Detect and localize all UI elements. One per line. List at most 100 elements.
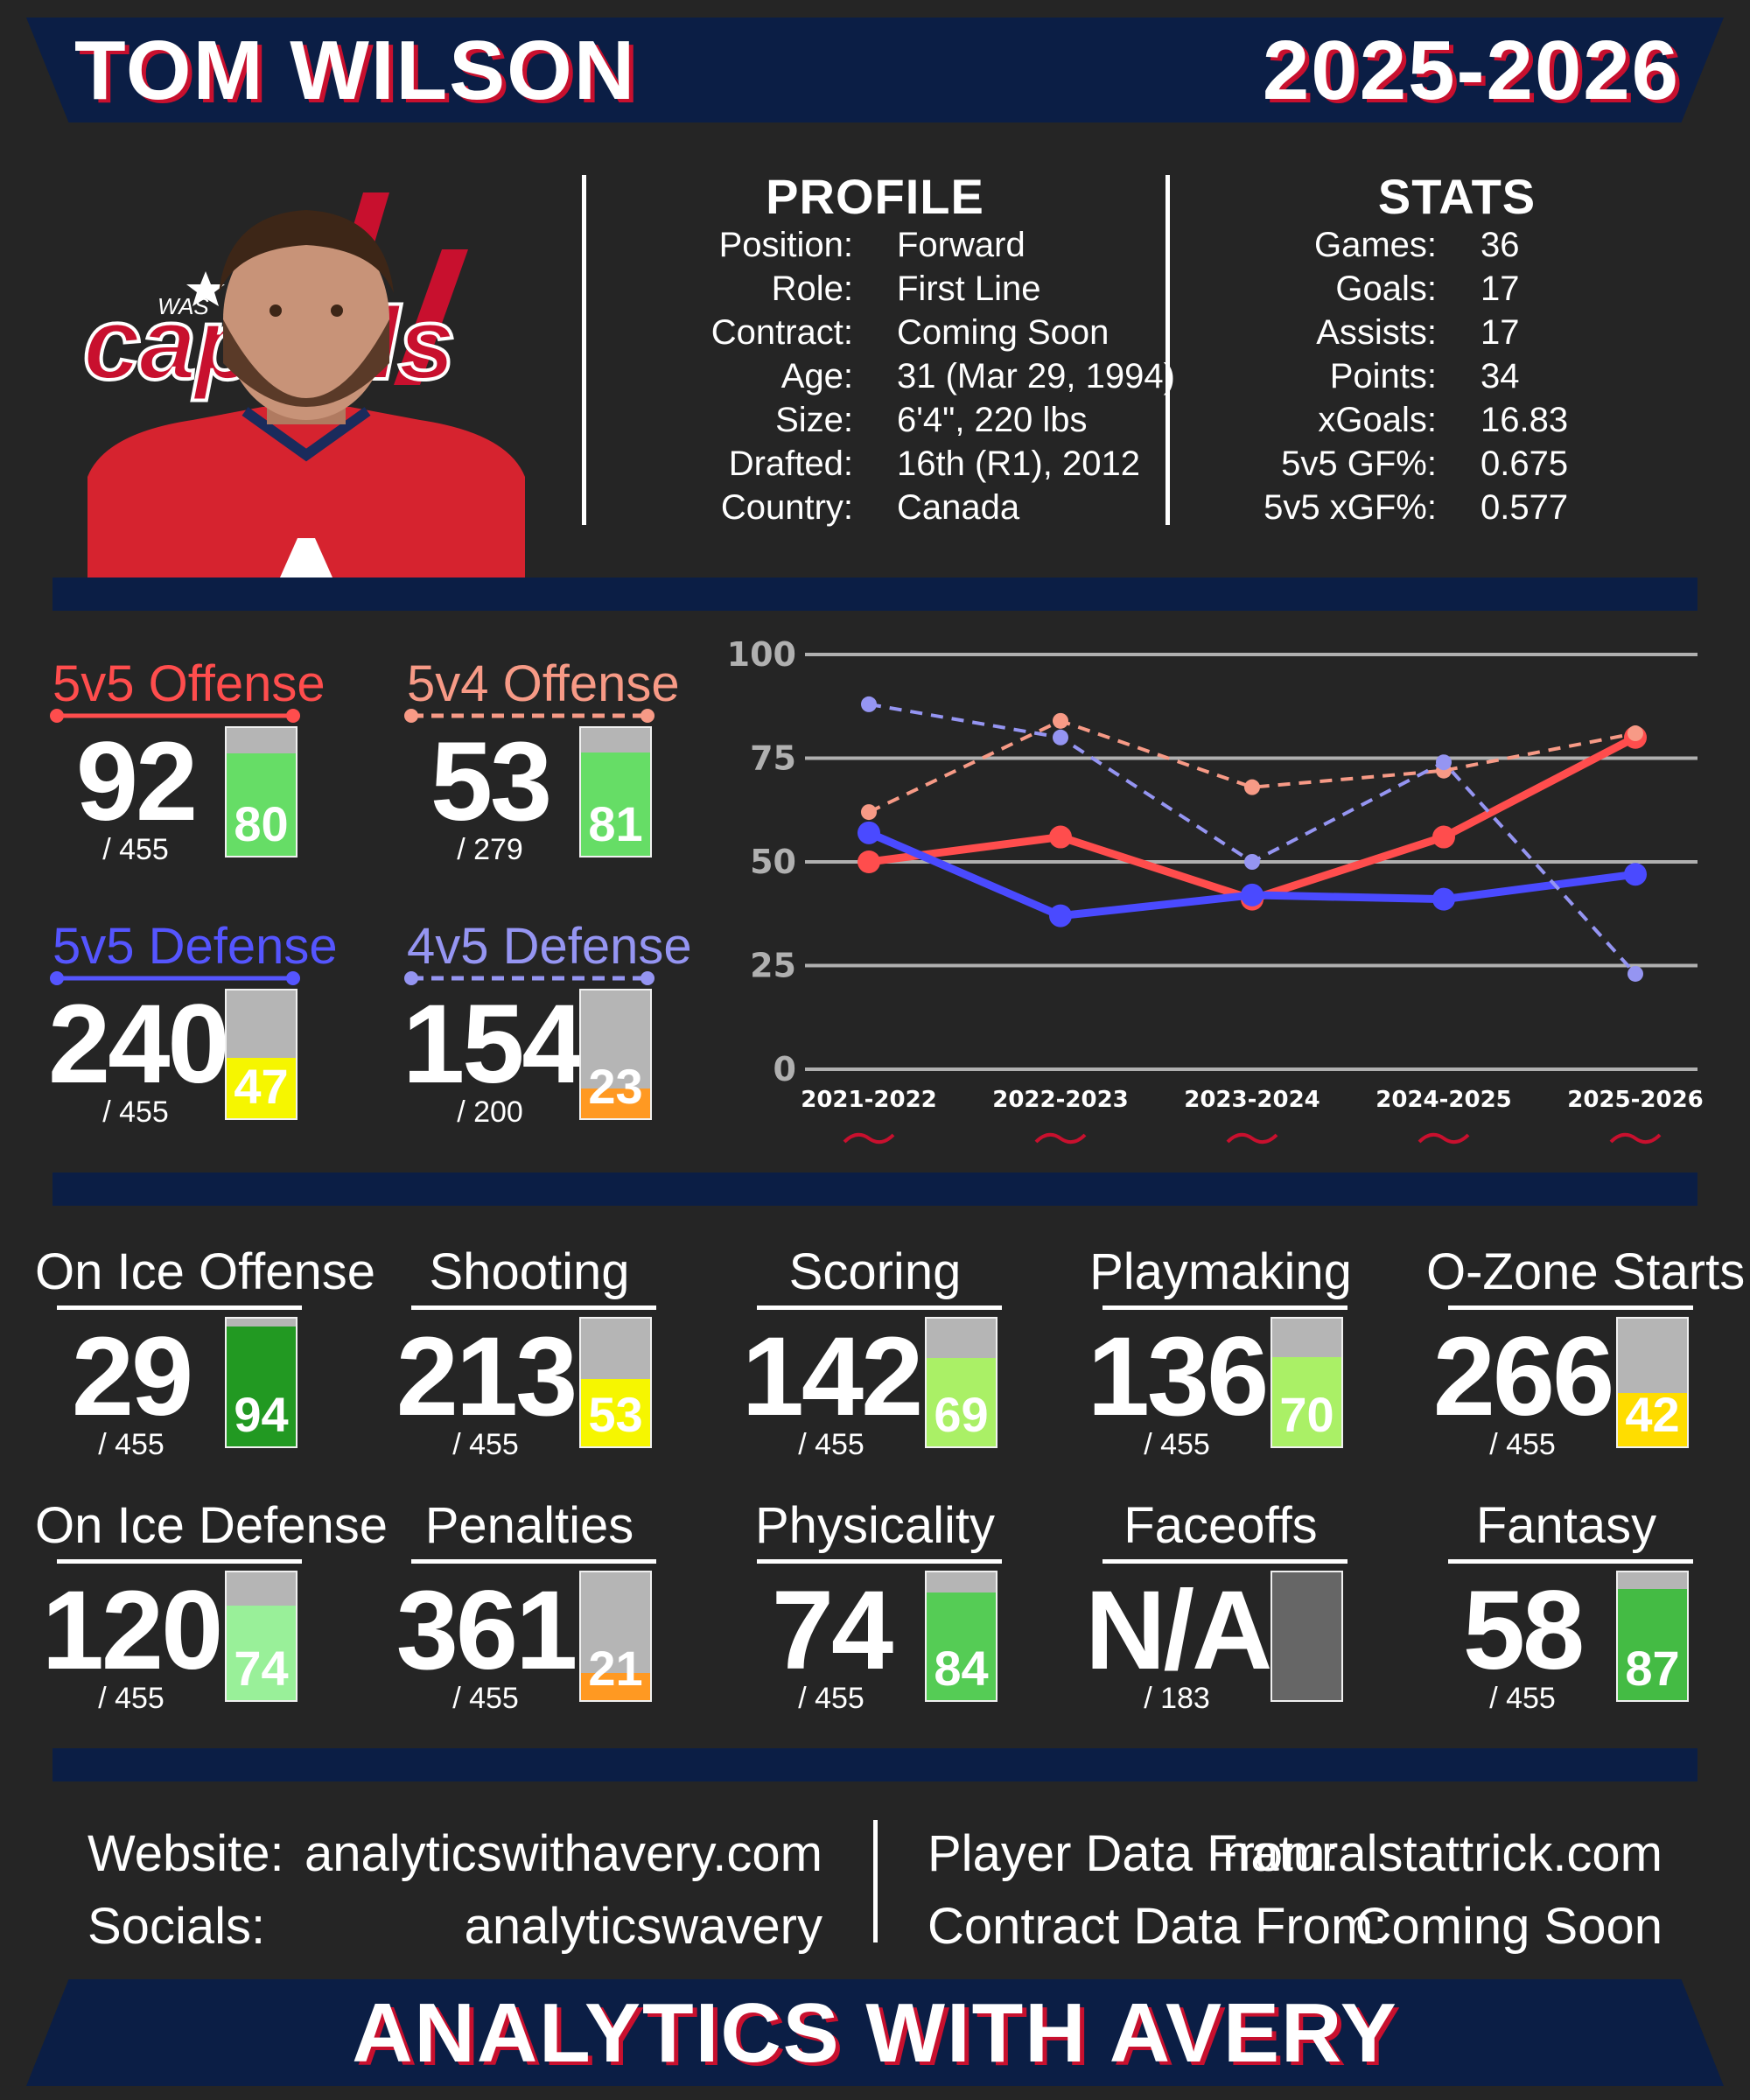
stats-value: 34 <box>1480 357 1520 396</box>
brand-text: ANALYTICS WITH AVERY <box>352 1986 1398 2080</box>
metric-percentile-bar: 21 <box>579 1571 652 1702</box>
profile-value: Forward <box>897 226 1026 264</box>
situation-percentile-bar: 47 <box>225 989 298 1120</box>
metric-title: Playmaking <box>1089 1243 1352 1300</box>
metric-title: Shooting <box>429 1243 630 1300</box>
profile-value: 6'4", 220 lbs <box>897 401 1088 439</box>
series-line <box>868 702 1637 976</box>
percentile-value: 87 <box>1625 1641 1680 1696</box>
metric-title: Scoring <box>788 1243 962 1300</box>
stats-title: STATS <box>1377 169 1536 224</box>
metric-denominator: / 455 <box>798 1428 864 1461</box>
stats-value: 0.577 <box>1480 488 1569 527</box>
situation-denominator: / 455 <box>102 1096 169 1129</box>
season-label: 2025-2026 <box>1262 24 1680 117</box>
data-point <box>1244 854 1260 870</box>
footer-divider <box>873 1820 878 1942</box>
data-point <box>1241 887 1264 911</box>
player-photo-graphic <box>88 210 525 578</box>
metric-denominator: / 455 <box>452 1428 519 1461</box>
stats-value: 16.83 <box>1480 401 1569 439</box>
metric-rank: 213 <box>396 1314 578 1439</box>
metric-denominator: / 455 <box>1144 1428 1210 1461</box>
stats-value: 17 <box>1480 313 1520 352</box>
percentile-fill <box>581 752 650 856</box>
x-tick-label: 2022-2023 <box>992 1087 1129 1113</box>
situation-legend-line <box>404 971 654 985</box>
series-line <box>868 733 1638 904</box>
situation-rank: 240 <box>48 982 230 1107</box>
percentile-fill <box>1618 1392 1687 1446</box>
metric-denominator: / 455 <box>98 1428 164 1461</box>
metric-percentile-bar: 84 <box>925 1571 998 1702</box>
situation-title: 5v5 Defense <box>52 918 338 975</box>
stats-value: 17 <box>1480 270 1520 308</box>
situation-title: 4v5 Defense <box>407 918 692 975</box>
player-data-value[interactable]: naturalstattrick.com <box>1222 1825 1662 1882</box>
metric-title: O-Zone Starts <box>1426 1243 1746 1300</box>
metric-percentile-bar: 53 <box>579 1317 652 1448</box>
data-point <box>1053 712 1068 729</box>
profile-value: 31 (Mar 29, 1994) <box>897 357 1175 396</box>
metric-percentile-bar: 87 <box>1616 1571 1689 1702</box>
profile-label: Role: <box>771 270 853 308</box>
website-value[interactable]: analyticswithavery.com <box>304 1825 822 1882</box>
metric-rank: 142 <box>741 1314 924 1439</box>
divider-stats <box>1166 175 1170 525</box>
data-point <box>861 696 877 712</box>
data-point <box>858 821 880 844</box>
percentile-value: 80 <box>234 796 289 851</box>
metric-underline <box>1102 1306 1348 1310</box>
profile-label: Position: <box>718 226 853 264</box>
profile-value: First Line <box>897 270 1041 308</box>
series-line <box>867 829 1636 920</box>
y-tick-label: 50 <box>750 843 796 881</box>
situation-rank: 92 <box>75 719 198 844</box>
situation-title: 5v5 Offense <box>52 655 326 712</box>
situation-legend-line <box>50 709 300 723</box>
metric-title: Fantasy <box>1475 1497 1657 1554</box>
data-point <box>1049 904 1072 928</box>
contract-data-label: Contract Data From: <box>928 1898 1388 1955</box>
x-tick-label: 2023-2024 <box>1184 1087 1320 1113</box>
percentile-value: 74 <box>234 1641 289 1696</box>
metric-rank: 120 <box>41 1568 224 1693</box>
mini-team-logo <box>1418 1132 1470 1144</box>
divider-strip-3 <box>52 1748 1698 1782</box>
percentile-value: 47 <box>234 1059 289 1114</box>
data-point <box>858 850 880 873</box>
stats-label: Points: <box>1329 357 1437 396</box>
profile-value: 16th (R1), 2012 <box>897 444 1140 483</box>
metric-rank: 29 <box>71 1314 193 1439</box>
percentile-fill <box>1272 1356 1341 1446</box>
metric-denominator: / 455 <box>452 1682 519 1715</box>
divider-strip-2 <box>52 1172 1698 1206</box>
profile-value: Canada <box>897 488 1020 527</box>
percentile-value: 42 <box>1625 1387 1680 1442</box>
metric-rank: 361 <box>396 1568 578 1693</box>
data-point <box>861 804 877 821</box>
percentile-fill <box>1618 1588 1687 1700</box>
situation-percentile-bar: 23 <box>579 989 652 1120</box>
profile-label: Country: <box>720 488 853 527</box>
percentile-fill <box>227 1605 296 1700</box>
metric-underline <box>57 1559 302 1564</box>
socials-value[interactable]: analyticswavery <box>464 1898 822 1955</box>
percentile-value: 81 <box>588 796 643 851</box>
metric-underline <box>57 1306 302 1310</box>
profile-value: Coming Soon <box>897 313 1110 352</box>
percentile-fill <box>927 1358 996 1446</box>
metric-title: On Ice Offense <box>35 1243 376 1300</box>
data-point <box>1628 965 1643 982</box>
stats-label: Goals: <box>1335 270 1437 308</box>
divider-strip-1 <box>52 578 1698 611</box>
percentile-fill <box>581 1088 650 1118</box>
brand-banner <box>26 1979 1724 2086</box>
data-point <box>1624 863 1647 886</box>
metric-underline <box>757 1559 1002 1564</box>
stats-label: 5v5 GF%: <box>1281 444 1437 483</box>
percentile-value: 21 <box>588 1641 643 1696</box>
metric-rank: 266 <box>1432 1314 1615 1439</box>
percentile-value: 70 <box>1279 1387 1334 1442</box>
y-tick-label: 0 <box>774 1050 796 1088</box>
